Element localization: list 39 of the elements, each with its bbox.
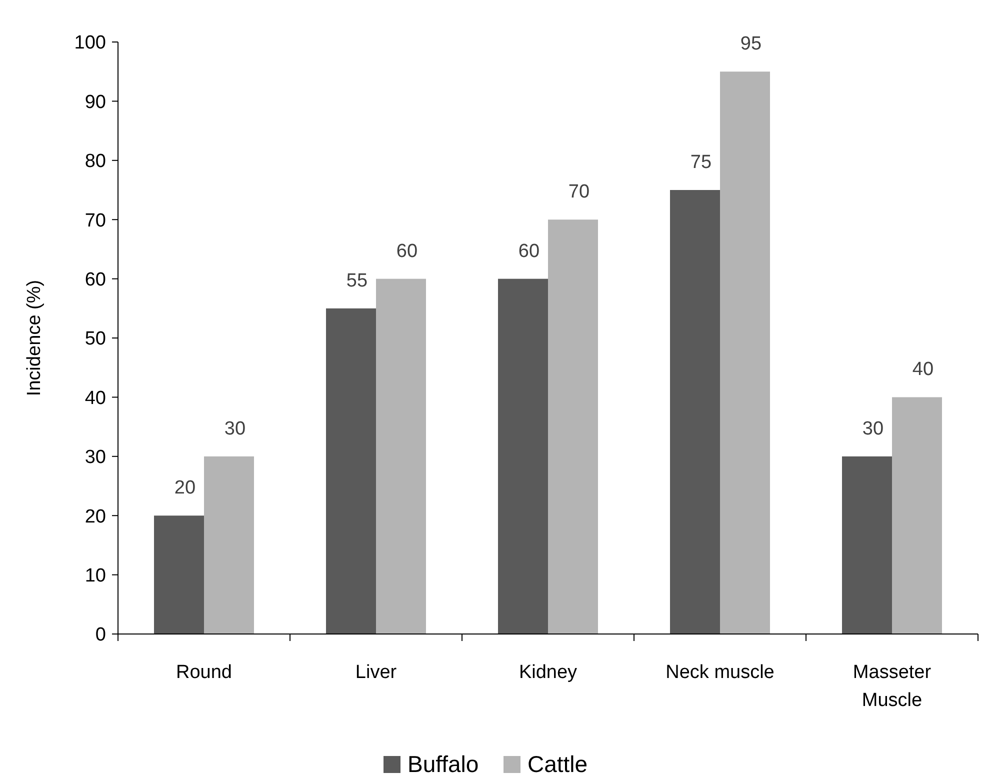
y-tick-label: 0 (95, 624, 106, 646)
data-label: 70 (568, 182, 590, 203)
data-label: 60 (518, 240, 540, 262)
bar (204, 456, 254, 634)
y-tick-label: 100 (74, 32, 106, 54)
data-label: 20 (174, 478, 196, 499)
data-label: 30 (224, 418, 246, 440)
y-tick-label: 60 (84, 269, 106, 290)
bar (670, 190, 720, 634)
bar (376, 278, 426, 634)
y-tick-label: 80 (84, 151, 106, 172)
x-tick-label: Masseter Muscle (852, 662, 932, 711)
y-tick-label: 40 (84, 388, 106, 409)
y-tick-label: 20 (84, 506, 106, 528)
data-label: 30 (862, 418, 884, 440)
bar (498, 278, 548, 634)
legend-label: Cattle (528, 751, 588, 777)
data-label: 75 (690, 152, 712, 173)
bar (842, 456, 892, 634)
y-tick-label: 70 (84, 210, 106, 232)
x-tick-label: Neck muscle (666, 662, 774, 683)
x-tick-label: Liver (355, 662, 398, 683)
x-tick-label: Round (176, 662, 232, 683)
y-tick-label: 10 (84, 565, 106, 586)
x-tick-label: Kidney (518, 662, 578, 683)
data-label: 95 (740, 34, 762, 55)
y-axis-title: Incidence (%) (24, 280, 45, 396)
bar (326, 308, 376, 634)
y-tick-label: 90 (84, 92, 106, 113)
bar (154, 516, 204, 634)
legend-label: Buffalo (408, 751, 479, 777)
y-tick-label: 30 (84, 447, 106, 468)
y-tick-label: 50 (84, 328, 106, 350)
data-label: 40 (912, 359, 934, 380)
bar (720, 72, 770, 634)
data-label: 60 (396, 240, 418, 262)
bar (548, 220, 598, 634)
data-label: 55 (346, 270, 368, 292)
bar (892, 397, 942, 634)
